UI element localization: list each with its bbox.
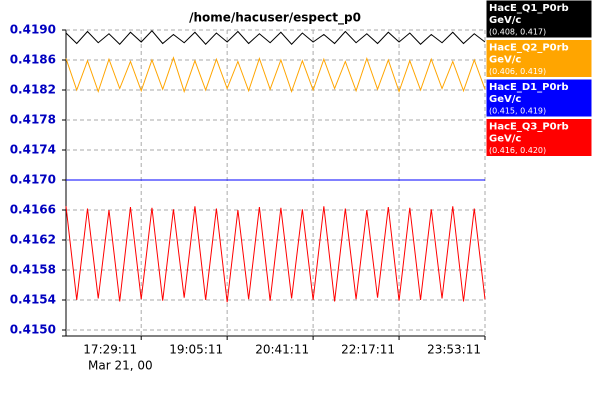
x-date-label: Mar 21, 00: [88, 359, 153, 373]
x-tick-label: 23:53:11: [427, 343, 481, 357]
series-line: [65, 56, 486, 94]
legend-unit: GeV/c: [489, 15, 521, 26]
x-tick-label: 20:41:11: [255, 343, 309, 357]
legend-name: HacE_Q3_P0rb: [489, 122, 569, 133]
legend-range: (0.408, 0.417): [489, 28, 546, 37]
series-line: [65, 206, 486, 303]
y-tick-label: 0.4186: [10, 53, 56, 67]
legend-box: [485, 118, 592, 157]
legend-range: (0.415, 0.419): [489, 107, 546, 116]
y-tick-label: 0.4190: [10, 23, 56, 37]
legend-name: HacE_D1_P0rb: [489, 82, 569, 93]
legend-box: [485, 78, 592, 118]
x-tick-label: 19:05:11: [169, 343, 223, 357]
legend-name: HacE_Q1_P0rb: [489, 3, 569, 14]
legend-box: [485, 0, 592, 39]
legend-range: (0.406, 0.419): [489, 67, 546, 76]
y-tick-label: 0.4162: [10, 233, 56, 247]
y-tick-label: 0.4174: [10, 143, 56, 157]
y-tick-label: 0.4170: [10, 173, 56, 187]
legend-unit: GeV/c: [489, 134, 521, 145]
y-tick-label: 0.4158: [10, 263, 56, 277]
y-tick-label: 0.4178: [10, 113, 56, 127]
chart-title: /home/hacuser/espect_p0: [189, 11, 361, 26]
legend-unit: GeV/c: [489, 94, 521, 105]
legend-box: [485, 39, 592, 78]
legend-unit: GeV/c: [489, 55, 521, 66]
y-tick-label: 0.4150: [10, 323, 56, 337]
x-tick-label: 22:17:11: [341, 343, 395, 357]
series-line: [65, 30, 486, 45]
y-tick-label: 0.4182: [10, 83, 56, 97]
x-tick-label: 17:29:11: [83, 343, 137, 357]
legend-range: (0.416, 0.420): [489, 146, 546, 155]
legend-name: HacE_Q2_P0rb: [489, 43, 569, 54]
y-tick-label: 0.4154: [10, 293, 56, 307]
y-tick-label: 0.4166: [10, 203, 56, 217]
